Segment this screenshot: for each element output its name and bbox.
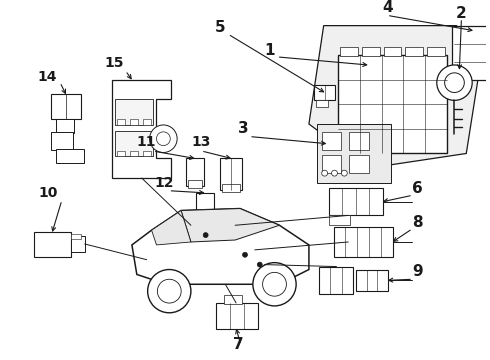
Bar	[334, 227, 392, 257]
Circle shape	[149, 125, 177, 153]
Polygon shape	[181, 208, 279, 242]
Bar	[117, 150, 125, 157]
Bar	[329, 188, 383, 215]
Text: 15: 15	[104, 56, 124, 70]
Bar	[115, 131, 152, 157]
Circle shape	[332, 170, 338, 176]
Text: 7: 7	[233, 337, 244, 352]
Bar	[314, 85, 336, 100]
Bar	[188, 180, 202, 188]
Bar	[51, 132, 73, 149]
Bar	[198, 215, 212, 222]
Bar	[322, 132, 342, 149]
Bar	[117, 119, 125, 125]
Bar	[222, 184, 240, 192]
Bar	[329, 215, 350, 225]
Circle shape	[203, 233, 208, 238]
Bar	[186, 158, 204, 186]
Polygon shape	[132, 208, 309, 284]
Bar	[362, 47, 380, 56]
Circle shape	[147, 270, 191, 313]
Bar	[317, 124, 391, 183]
Bar	[451, 26, 490, 80]
Circle shape	[322, 170, 328, 176]
Bar	[217, 303, 258, 329]
Text: 10: 10	[39, 186, 58, 200]
Bar	[143, 150, 150, 157]
Bar	[405, 47, 423, 56]
Text: 12: 12	[155, 176, 174, 190]
Text: 4: 4	[382, 0, 393, 15]
Circle shape	[437, 65, 472, 100]
Bar	[322, 156, 342, 173]
Bar	[51, 94, 81, 119]
Text: 14: 14	[38, 70, 57, 84]
Polygon shape	[112, 80, 171, 178]
Bar	[384, 47, 401, 56]
Circle shape	[444, 73, 465, 93]
Bar	[71, 236, 85, 252]
Circle shape	[156, 132, 170, 145]
Text: 6: 6	[412, 181, 422, 197]
Bar	[56, 149, 84, 163]
Text: 2: 2	[456, 6, 467, 21]
Bar	[341, 47, 358, 56]
Circle shape	[157, 279, 181, 303]
Bar	[316, 100, 328, 107]
Polygon shape	[151, 211, 191, 245]
Bar	[130, 150, 138, 157]
Bar	[224, 295, 242, 304]
Bar	[130, 119, 138, 125]
Text: 11: 11	[137, 135, 156, 149]
Circle shape	[263, 273, 286, 296]
Bar	[349, 132, 369, 149]
Bar	[115, 99, 152, 125]
Text: 1: 1	[264, 43, 275, 58]
Bar	[319, 266, 353, 294]
Bar	[427, 47, 444, 56]
Circle shape	[257, 262, 262, 267]
Bar	[71, 234, 81, 239]
Bar	[356, 270, 388, 291]
Bar	[196, 193, 214, 220]
Bar	[339, 55, 446, 153]
Bar	[220, 158, 242, 190]
Text: 3: 3	[238, 121, 248, 136]
Polygon shape	[309, 26, 481, 168]
Text: 13: 13	[191, 135, 210, 149]
Circle shape	[253, 263, 296, 306]
Circle shape	[342, 170, 347, 176]
Circle shape	[243, 252, 247, 257]
Bar	[143, 119, 150, 125]
Text: 9: 9	[412, 264, 422, 279]
Bar	[349, 156, 369, 173]
Bar	[56, 119, 74, 133]
Text: 8: 8	[412, 215, 422, 230]
Bar	[33, 232, 71, 257]
Text: 5: 5	[215, 20, 226, 35]
